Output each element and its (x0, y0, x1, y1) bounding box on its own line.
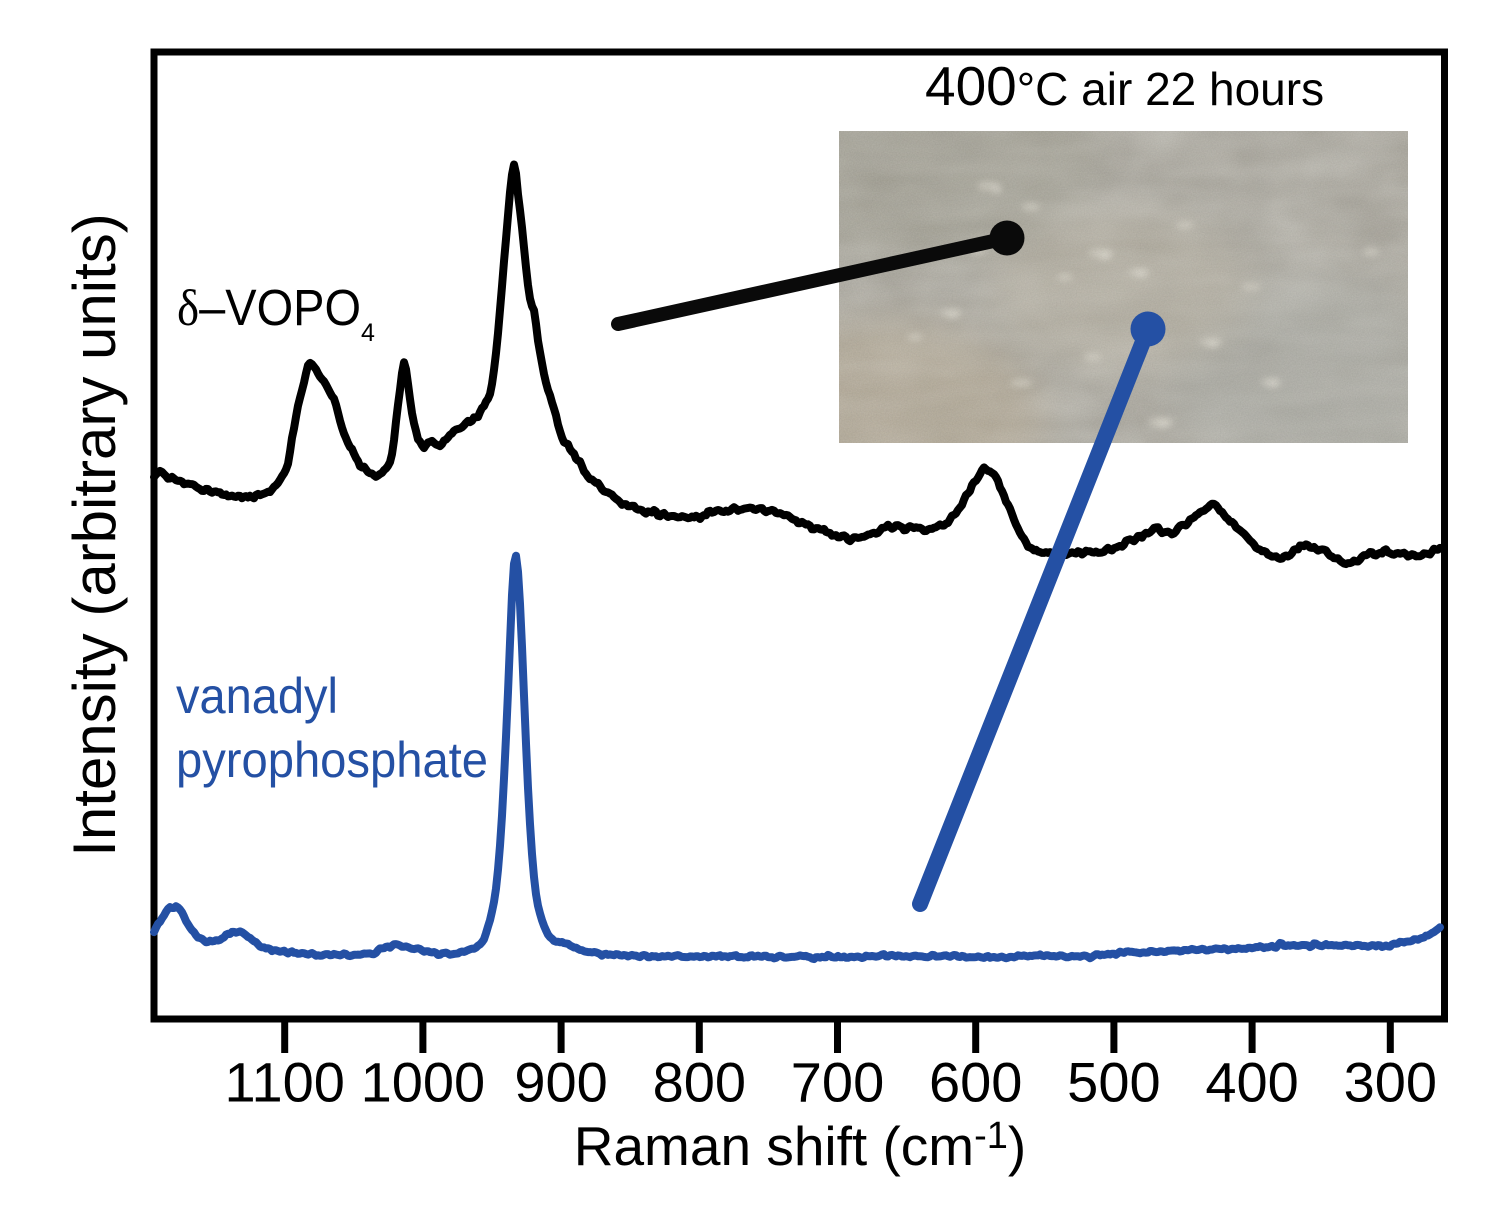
svg-text:500: 500 (1067, 1051, 1160, 1114)
svg-text:pyrophosphate: pyrophosphate (176, 732, 488, 788)
svg-text:400: 400 (1205, 1051, 1298, 1114)
svg-text:700: 700 (791, 1051, 884, 1114)
svg-text:Intensity (arbitrary units): Intensity (arbitrary units) (61, 213, 128, 857)
svg-text:δ–VOPO4: δ–VOPO4 (177, 279, 375, 347)
svg-text:800: 800 (653, 1051, 746, 1114)
svg-text:1100: 1100 (224, 1051, 344, 1114)
svg-text:400°C air 22 hours: 400°C air 22 hours (925, 55, 1324, 117)
svg-text:Raman shift (cm-1): Raman shift (cm-1) (574, 1115, 1027, 1177)
svg-text:600: 600 (929, 1051, 1022, 1114)
svg-text:1000: 1000 (361, 1051, 486, 1114)
svg-text:300: 300 (1344, 1051, 1437, 1114)
svg-text:vanadyl: vanadyl (176, 668, 338, 724)
svg-text:900: 900 (514, 1051, 607, 1114)
